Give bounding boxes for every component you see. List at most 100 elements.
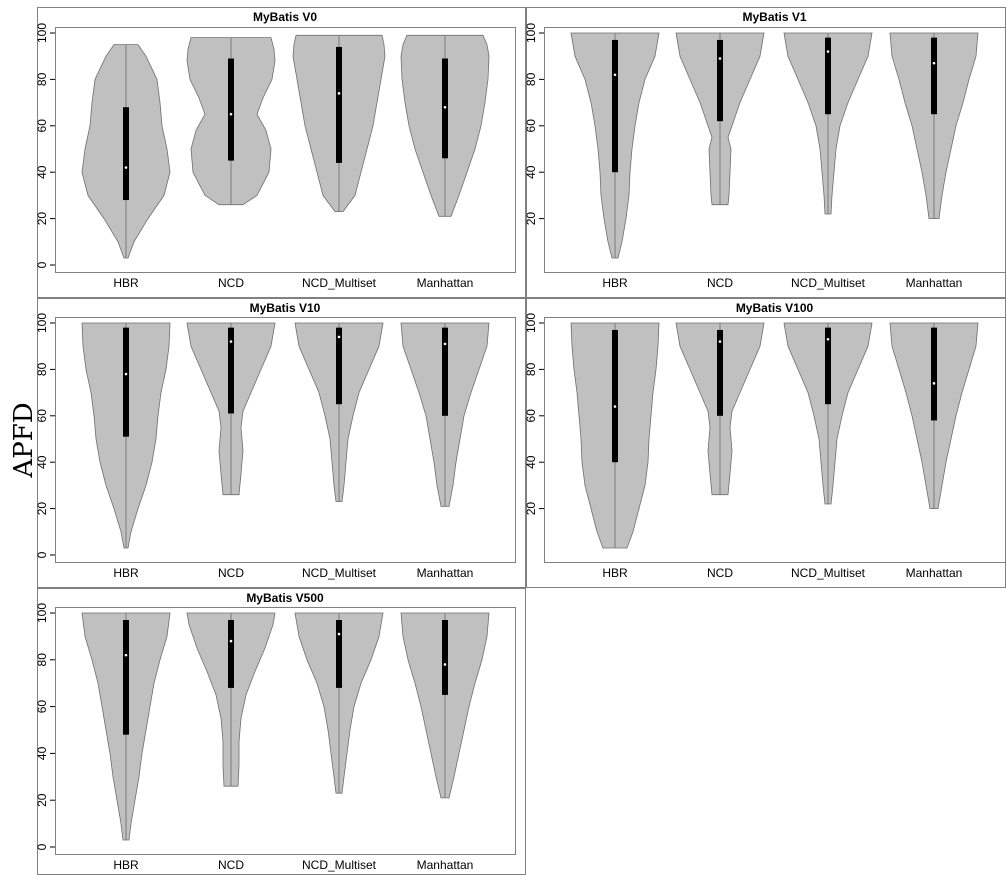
median-point	[718, 57, 722, 60]
y-tick-label: 80	[35, 362, 49, 376]
y-tick-label: 40	[524, 455, 538, 469]
y-tick-label: 80	[524, 362, 538, 376]
x-category-label: NCD	[218, 566, 244, 580]
iqr-box	[612, 39, 618, 173]
y-tick-label: 60	[35, 700, 49, 714]
median-point	[443, 663, 447, 666]
y-tick-label: 40	[35, 455, 49, 469]
x-category-label: NCD	[707, 566, 733, 580]
iqr-box	[336, 46, 342, 163]
median-point	[932, 61, 936, 65]
x-category-label: Manhattan	[417, 566, 474, 580]
y-tick-label: 0	[35, 261, 49, 268]
panel-title: MyBatis V10	[250, 301, 321, 315]
median-point	[613, 73, 617, 77]
y-tick-label: 40	[35, 746, 49, 760]
x-category-label: HBR	[113, 276, 139, 290]
panel-title: MyBatis V100	[736, 301, 814, 315]
x-category-label: NCD_Multiset	[791, 566, 866, 580]
panel-1: MyBatis V0 0 20 40 60 80 100 HBR NCD NCD_Multiset…	[35, 7, 526, 298]
iqr-box	[228, 620, 234, 688]
y-tick-label: 60	[524, 409, 538, 423]
median-point	[443, 342, 447, 346]
panels-layer: MyBatis V0 0 20 40 60 80 100 HBR NCD NCD_Multiset…	[35, 7, 1006, 875]
y-tick-label: 100	[35, 23, 49, 43]
y-tick-label: 80	[35, 653, 49, 667]
y-tick-label: 40	[524, 165, 538, 179]
iqr-box	[612, 329, 618, 463]
iqr-box	[123, 107, 129, 201]
median-point	[932, 382, 936, 385]
plot-area	[55, 317, 516, 563]
iqr-box	[717, 329, 723, 416]
iqr-box	[228, 327, 234, 414]
iqr-box	[123, 327, 129, 437]
y-tick-label: 20	[35, 212, 49, 226]
y-tick-label: 40	[35, 165, 49, 179]
iqr-box	[931, 327, 937, 421]
iqr-box	[825, 327, 831, 405]
iqr-box	[442, 620, 448, 695]
iqr-box	[336, 327, 342, 405]
median-point	[443, 105, 447, 109]
iqr-box	[717, 39, 723, 122]
figure-y-axis-label: APFD	[9, 402, 39, 478]
iqr-box	[336, 620, 342, 688]
x-category-label: HBR	[602, 566, 628, 580]
median-point	[337, 335, 341, 339]
x-category-label: NCD	[218, 276, 244, 290]
x-category-label: NCD	[218, 858, 244, 872]
y-tick-label: 100	[35, 603, 49, 623]
iqr-box	[123, 620, 129, 735]
median-point	[718, 340, 722, 343]
y-tick-label: 100	[35, 313, 49, 333]
iqr-box	[931, 37, 937, 115]
y-tick-label: 60	[35, 119, 49, 133]
panel-frame	[37, 7, 526, 298]
y-tick-label: 100	[524, 313, 538, 333]
plot-area	[55, 27, 516, 273]
y-tick-label: 80	[524, 72, 538, 86]
median-point	[613, 405, 617, 408]
y-tick-label: 20	[35, 793, 49, 807]
median-point	[337, 92, 341, 95]
x-category-label: HBR	[113, 858, 139, 872]
median-point	[826, 337, 830, 341]
median-point	[229, 639, 233, 643]
median-point	[229, 340, 233, 343]
plot-area	[55, 607, 516, 855]
y-tick-label: 60	[35, 409, 49, 423]
x-category-label: NCD	[707, 276, 733, 290]
y-tick-label: 60	[524, 119, 538, 133]
median-point	[124, 372, 128, 376]
iqr-box	[442, 327, 448, 416]
x-category-label: Manhattan	[906, 276, 963, 290]
x-category-label: Manhattan	[906, 566, 963, 580]
x-category-label: NCD_Multiset	[302, 566, 377, 580]
panel-3: MyBatis V10 0 20 40 60 80 100 HBR NCD NCD_Multise…	[35, 298, 526, 588]
panel-2: MyBatis V1 20 40 60 80 100 HBR NCD NCD_Multiset M…	[524, 7, 1006, 298]
x-category-label: NCD_Multiset	[302, 276, 377, 290]
y-tick-label: 20	[35, 502, 49, 516]
panel-title: MyBatis V500	[246, 591, 324, 605]
x-category-label: Manhattan	[417, 858, 474, 872]
panel-frame	[37, 298, 526, 588]
y-tick-label: 0	[35, 843, 49, 850]
median-point	[229, 112, 233, 116]
iqr-box	[228, 58, 234, 161]
y-tick-label: 80	[35, 72, 49, 86]
y-tick-label: 100	[524, 23, 538, 43]
iqr-box	[825, 37, 831, 115]
x-category-label: HBR	[602, 276, 628, 290]
x-category-label: NCD_Multiset	[791, 276, 866, 290]
median-point	[124, 653, 128, 657]
y-tick-label: 20	[524, 212, 538, 226]
x-category-label: HBR	[113, 566, 139, 580]
median-point	[124, 166, 128, 169]
y-tick-label: 20	[524, 502, 538, 516]
panel-4: MyBatis V100 20 40 60 80 100 HBR NCD NCD_Multise…	[524, 298, 1006, 588]
panel-title: MyBatis V1	[742, 10, 806, 24]
x-category-label: NCD_Multiset	[302, 858, 377, 872]
panel-5: MyBatis V500 0 20 40 60 80 100 HBR NCD NCD_Multis…	[35, 588, 526, 875]
